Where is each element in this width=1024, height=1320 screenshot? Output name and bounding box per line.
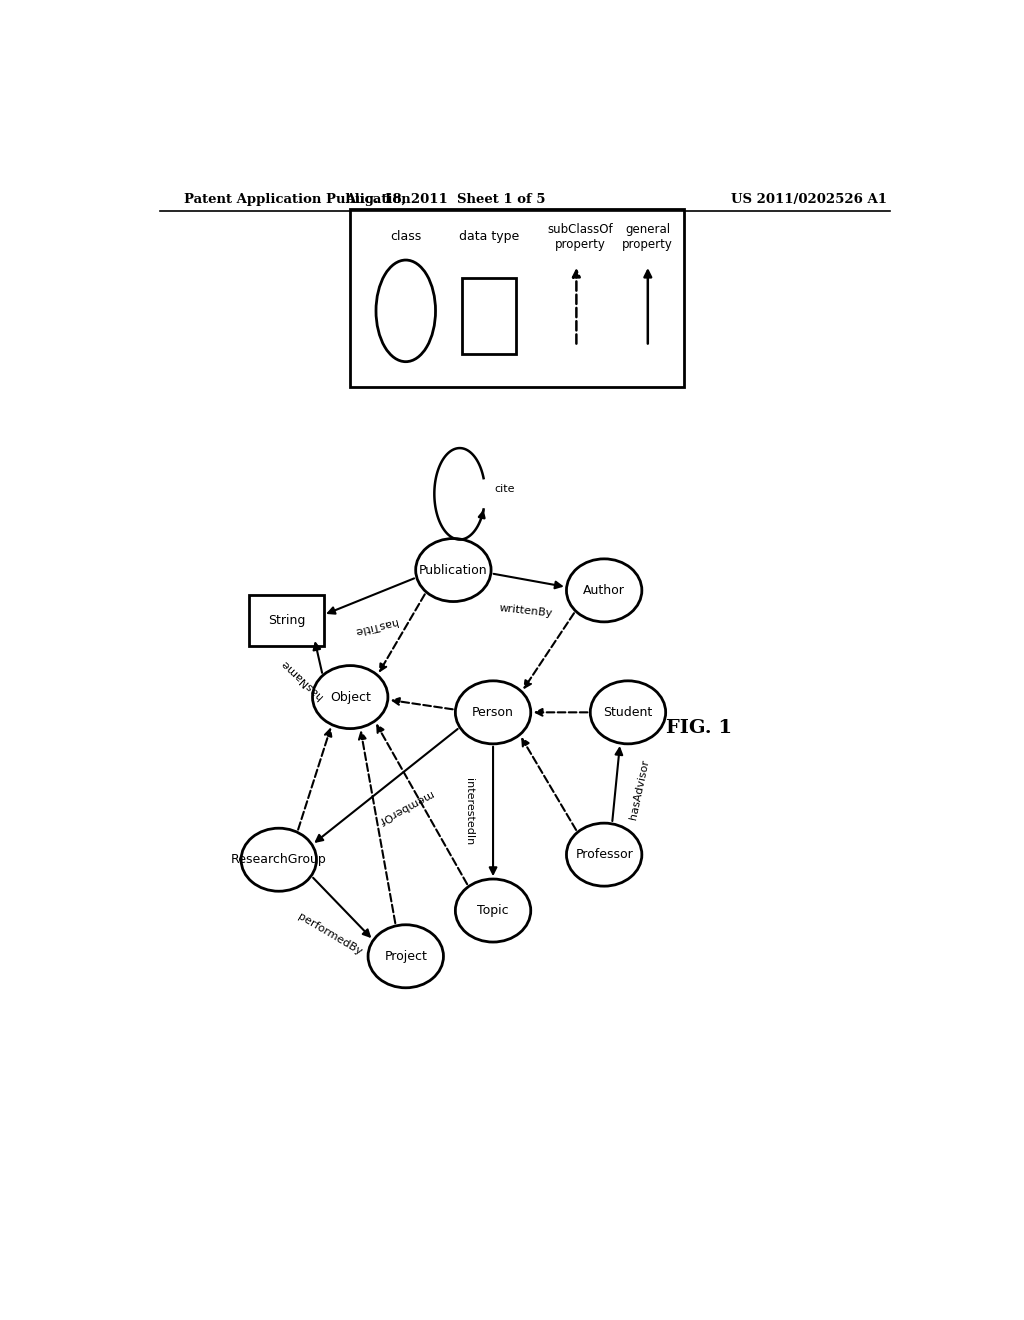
Text: Topic: Topic (477, 904, 509, 917)
Text: Person: Person (472, 706, 514, 719)
Text: Patent Application Publication: Patent Application Publication (183, 193, 411, 206)
Text: Aug. 18, 2011  Sheet 1 of 5: Aug. 18, 2011 Sheet 1 of 5 (345, 193, 546, 206)
Text: interestedIn: interestedIn (464, 777, 474, 845)
Text: Author: Author (584, 583, 625, 597)
Text: Project: Project (384, 950, 427, 962)
Text: Professor: Professor (575, 849, 633, 861)
Text: hasAdvisor: hasAdvisor (628, 759, 650, 821)
Text: hasName: hasName (280, 657, 325, 701)
Text: hasTitle: hasTitle (353, 616, 398, 636)
Text: Publication: Publication (419, 564, 487, 577)
Text: data type: data type (459, 230, 519, 243)
Text: US 2011/0202526 A1: US 2011/0202526 A1 (731, 193, 887, 206)
Text: FIG. 1: FIG. 1 (667, 718, 732, 737)
Text: ResearchGroup: ResearchGroup (230, 853, 327, 866)
Text: performedBy: performedBy (296, 911, 364, 957)
Text: memberOf: memberOf (376, 788, 433, 825)
Text: general
property: general property (623, 223, 673, 251)
Text: String: String (268, 614, 305, 627)
Text: cite: cite (495, 483, 515, 494)
Text: class: class (390, 230, 422, 243)
Text: Student: Student (603, 706, 652, 719)
Text: Object: Object (330, 690, 371, 704)
Text: subClassOf
property: subClassOf property (548, 223, 613, 251)
Text: writtenBy: writtenBy (499, 603, 554, 618)
